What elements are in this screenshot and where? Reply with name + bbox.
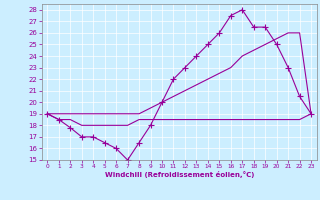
X-axis label: Windchill (Refroidissement éolien,°C): Windchill (Refroidissement éolien,°C) — [105, 171, 254, 178]
